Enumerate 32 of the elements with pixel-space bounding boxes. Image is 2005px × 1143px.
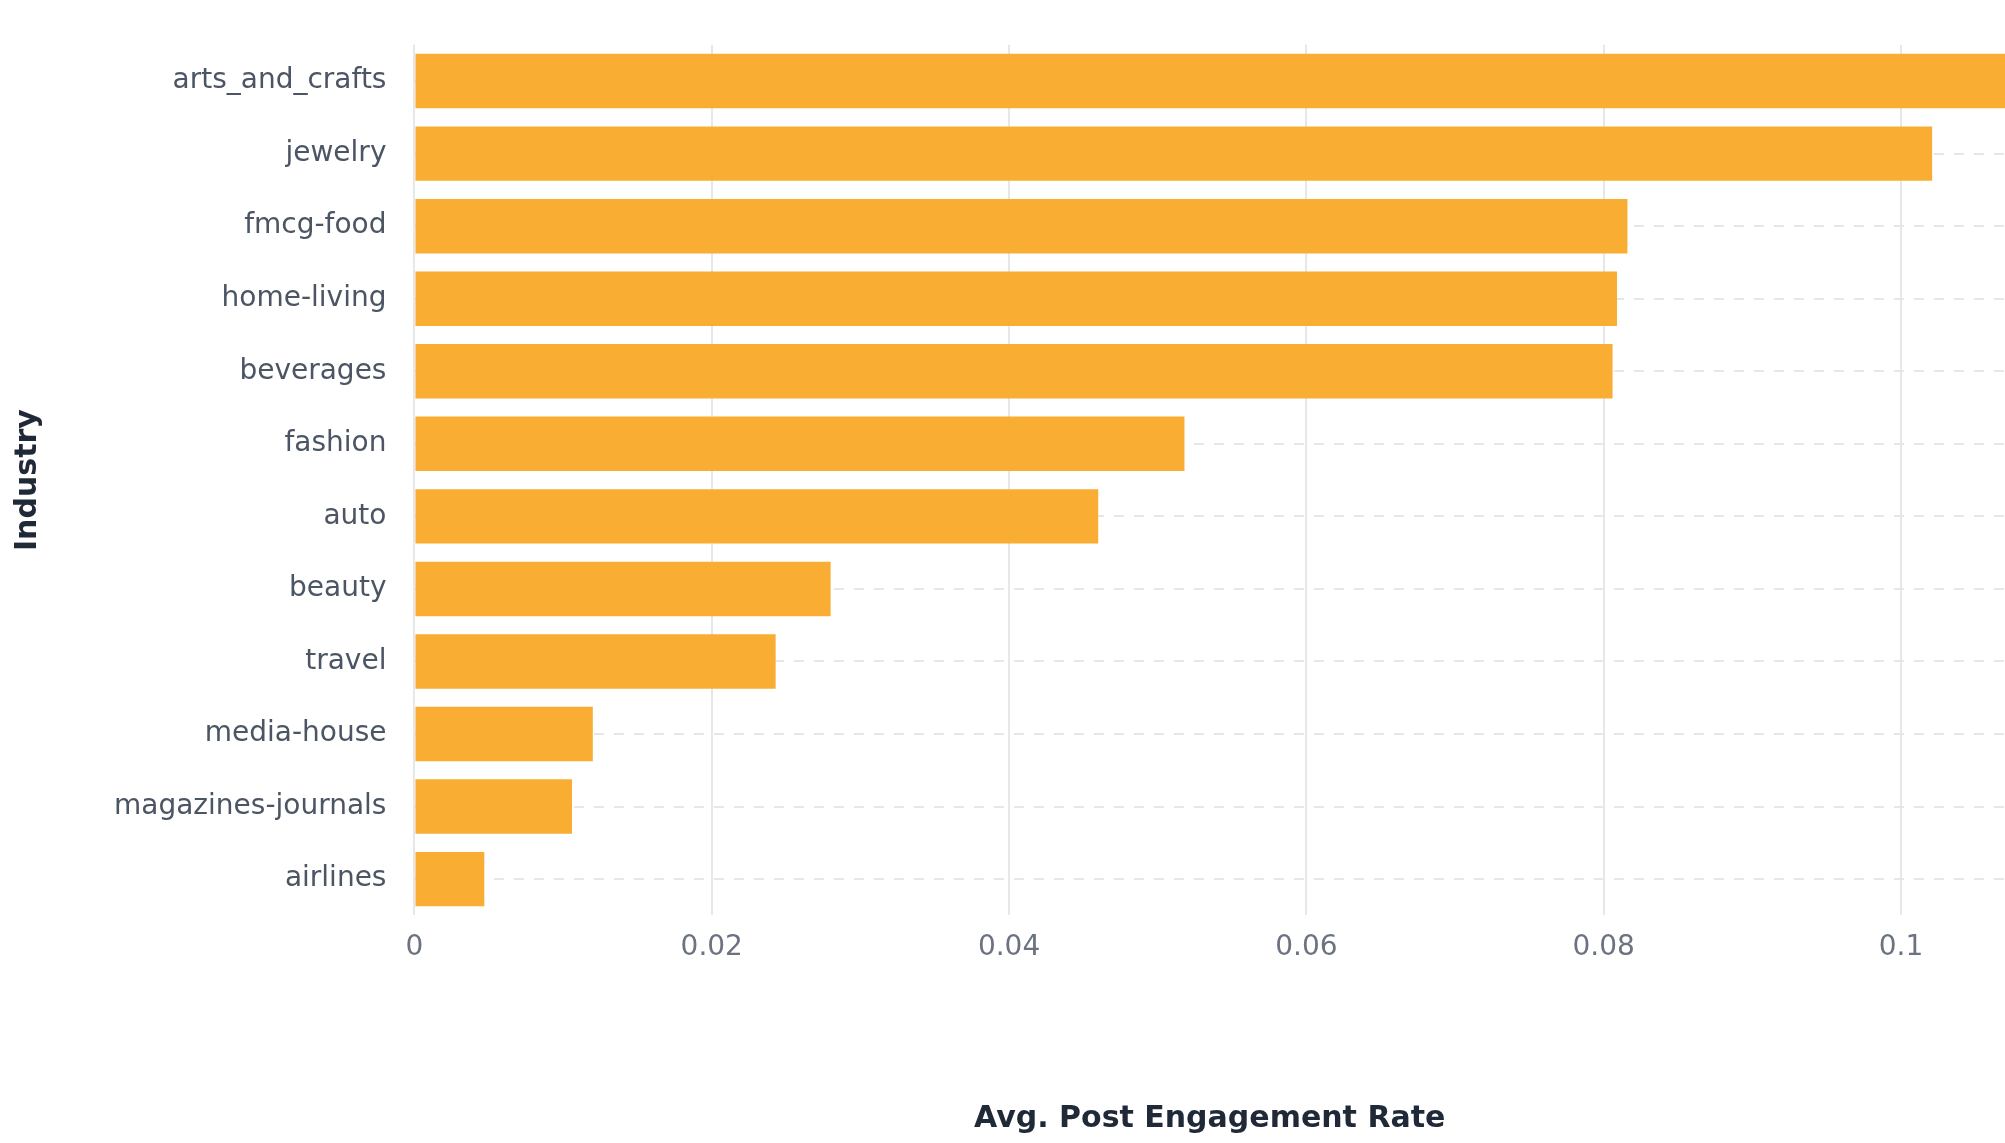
bar — [415, 53, 2005, 109]
y-tick-label: airlines — [284, 860, 387, 894]
bar — [415, 126, 1933, 181]
x-axis-title: Avg. Post Engagement Rate — [974, 1098, 1446, 1134]
bar — [415, 706, 593, 762]
x-tick-label: 0.02 — [680, 929, 743, 963]
x-tick-label: 0.04 — [977, 929, 1041, 963]
y-tick-label: jewelry — [284, 134, 387, 168]
y-axis-title: Industry — [7, 408, 43, 552]
bar — [415, 489, 1099, 544]
y-tick-label: beverages — [239, 352, 387, 386]
x-tick-label: 0 — [405, 929, 424, 963]
bar — [415, 198, 1628, 254]
y-tick-label: travel — [305, 642, 387, 676]
y-tick-label: beauty — [289, 570, 387, 604]
x-tick-label: 0.06 — [1275, 929, 1338, 963]
bar — [415, 779, 573, 834]
x-tick-label: 0.08 — [1572, 929, 1635, 963]
y-tick-label: home-living — [221, 280, 387, 314]
x-tick-label: 0.1 — [1878, 929, 1924, 963]
bar — [415, 634, 776, 689]
y-tick-label: auto — [323, 497, 387, 531]
bar — [415, 416, 1185, 472]
bar — [415, 851, 485, 907]
bar — [415, 344, 1613, 399]
y-tick-label: fmcg-food — [244, 207, 387, 241]
bar — [415, 561, 831, 617]
y-tick-label: media-house — [204, 715, 387, 749]
y-tick-label: magazines-journals — [114, 787, 387, 821]
y-tick-label: fashion — [284, 425, 387, 459]
y-tick-label: arts_and_crafts — [172, 62, 387, 96]
bar — [415, 271, 1618, 326]
